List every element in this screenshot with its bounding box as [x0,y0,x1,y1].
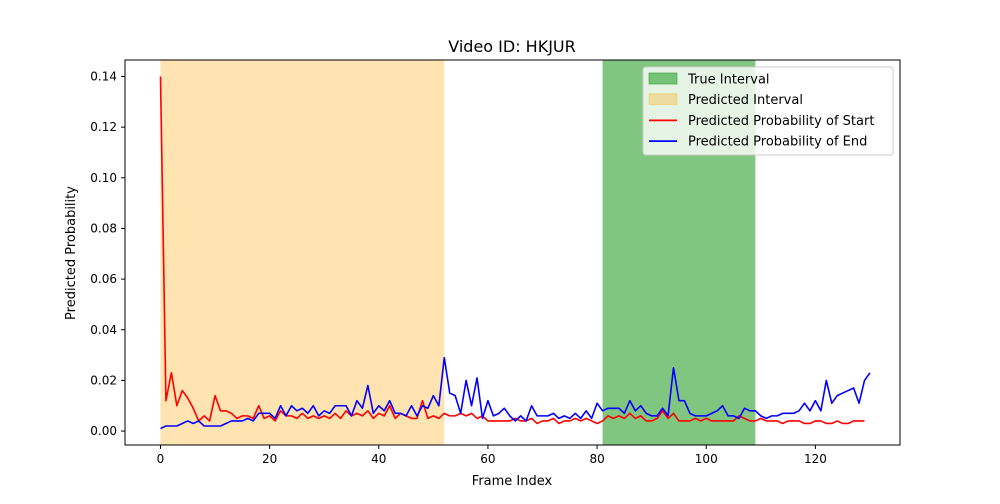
y-tick-label: 0.08 [90,221,117,235]
x-tick-label: 120 [804,452,827,466]
series-line-end [160,356,871,430]
interval-span-predicted [160,60,445,445]
x-tick-label: 20 [262,452,277,466]
legend-swatch-predicted-interval [648,93,678,106]
legend-label-end: Predicted Probability of End [688,135,867,150]
y-tick-label: 0.00 [90,424,117,438]
legend-label-true-interval: True Interval [687,73,770,88]
legend-box [642,66,894,156]
chart-title: Video ID: HKJUR [448,37,576,56]
plot-area: 0 20 40 60 80 100 120 0.00 0.02 0.04 0.06 0.08 0.10 0… [90,59,901,466]
series-line-start [159,76,865,425]
y-axis-label: Predicted Probability [64,186,79,320]
x-tick-label: 80 [589,452,604,466]
y-tick-label: 0.04 [90,323,117,337]
x-tick-label: 0 [157,452,165,466]
x-tick-label: 40 [371,452,386,466]
y-tick-label: 0.12 [90,120,117,134]
x-axis-label: Frame Index [472,474,553,489]
x-tick-label: 100 [695,452,718,466]
legend-label-predicted-interval: Predicted Interval [688,93,803,108]
legend-label-start: Predicted Probability of Start [688,114,874,129]
legend: True Interval Predicted Interval Predicted… [642,66,894,156]
x-tick-label: 60 [480,452,495,466]
axes-frame [124,59,901,446]
legend-swatch-true-interval [648,72,678,85]
y-tick-label: 0.06 [90,272,117,286]
y-tick-label: 0.02 [90,373,117,387]
y-tick-label: 0.14 [90,69,117,83]
y-tick-label: 0.10 [90,171,117,185]
